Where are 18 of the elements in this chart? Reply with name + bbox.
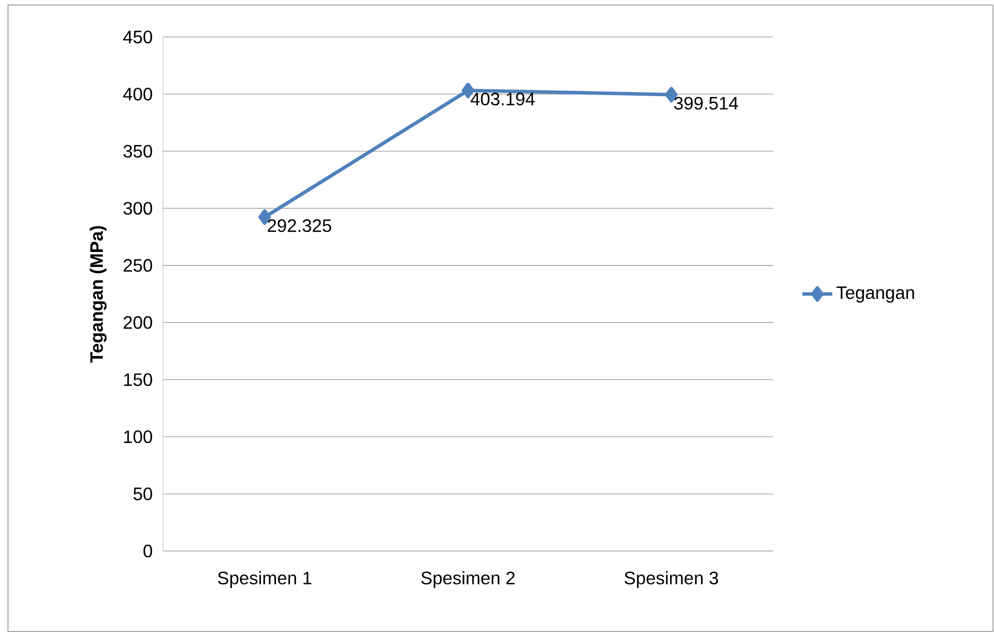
y-tick-label: 200 (124, 316, 152, 329)
x-tick-label: Spesimen 2 (421, 571, 515, 588)
y-tick-label: 350 (123, 144, 152, 158)
y-axis-title: Tegangan (MPa) (90, 226, 107, 363)
y-tick-label: 450 (123, 30, 152, 44)
y-tick-label: 250 (124, 259, 152, 272)
x-tick-label: Spesimen 3 (624, 571, 718, 588)
x-tick-label: Spesimen 1 (218, 571, 312, 588)
y-tick-label: 300 (123, 202, 152, 215)
y-tick-label: 0 (144, 544, 152, 558)
legend-label: Tegangan (836, 286, 914, 303)
data-label: 292.325 (268, 219, 332, 232)
y-tick-label: 100 (124, 430, 152, 444)
data-label: 403.194 (470, 92, 535, 106)
data-label: 399.514 (674, 96, 738, 110)
y-tick-label: 50 (134, 487, 152, 500)
y-tick-label: 400 (123, 88, 152, 100)
y-tick-label: 150 (124, 373, 152, 386)
